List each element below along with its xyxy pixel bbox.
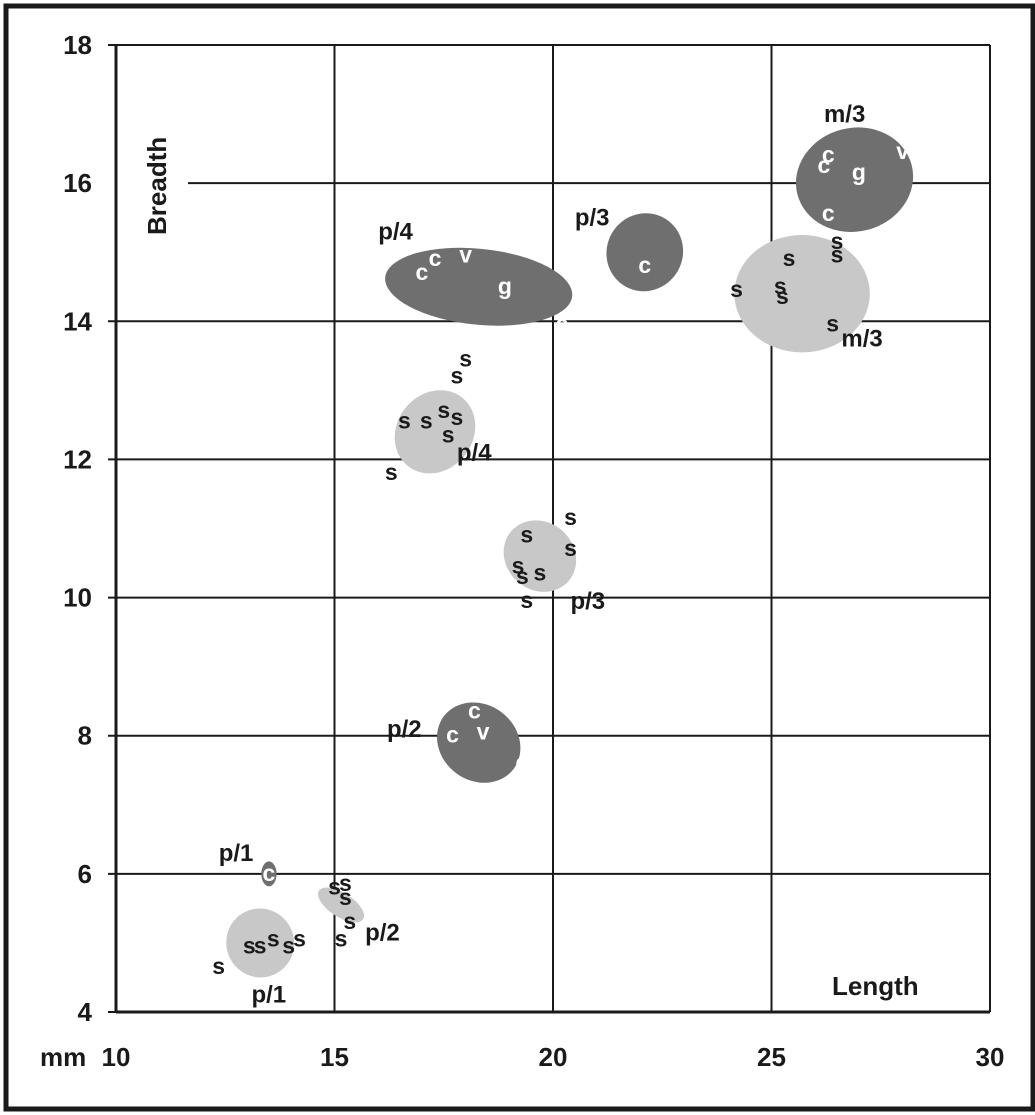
y-tick-label: 18 [63, 30, 92, 60]
y-tick-label: 14 [63, 306, 92, 336]
data-point-s: s [335, 925, 348, 951]
cluster-ellipses [226, 127, 914, 978]
y-tick-label: 4 [78, 997, 93, 1027]
data-point-s: s [243, 932, 256, 958]
data-point-v: v [896, 138, 909, 164]
data-point-s: s [293, 925, 306, 951]
data-point-s: s [267, 925, 280, 951]
cluster-ellipse-p-1-light [226, 908, 295, 978]
data-point-s: s [730, 276, 743, 302]
data-point-s: s [564, 504, 577, 530]
data-point-c: c [446, 722, 459, 748]
data-point-s: s [533, 559, 546, 585]
data-point-c: c [638, 252, 651, 278]
data-point-v: v [922, 131, 935, 157]
cluster-ellipse-p-2-light [318, 887, 365, 923]
data-point-c: c [555, 311, 568, 337]
data-point-s: s [520, 587, 533, 613]
data-point-s: s [339, 884, 352, 910]
cluster-ellipse-p-3-light [503, 520, 577, 592]
cluster-label-m-3: m/3 [841, 326, 882, 353]
data-point-s: s [512, 552, 525, 578]
cluster-label-p-2: p/2 [387, 716, 422, 743]
x-axis-label: Length [832, 971, 919, 1001]
y-tick-label: 12 [63, 444, 92, 474]
data-point-s: s [343, 908, 356, 934]
data-point-s: s [385, 459, 398, 485]
unit-label: mm [40, 1042, 86, 1072]
data-point-s: s [254, 932, 267, 958]
y-tick-label: 16 [63, 168, 92, 198]
cluster-ellipse-p-3-dark [606, 213, 684, 292]
x-tick-label: 25 [757, 1042, 786, 1072]
data-point-c: c [822, 200, 835, 226]
data-point-s: s [450, 363, 463, 389]
data-point-s: s [450, 404, 463, 430]
cluster-label-p-3: p/3 [575, 205, 610, 232]
data-point-s: s [776, 283, 789, 309]
x-tick-label: 20 [539, 1042, 568, 1072]
data-point-s: s [212, 953, 225, 979]
grid-lines [108, 44, 991, 1014]
data-point-g: g [607, 276, 621, 302]
data-point-s: s [437, 397, 450, 423]
data-point-s: s [328, 874, 341, 900]
cluster-ellipse-p-2-dark [437, 702, 521, 783]
data-point-s: s [826, 311, 839, 337]
data-point-g: g [852, 159, 866, 185]
data-point-v: v [477, 718, 490, 744]
cluster-label-p-3: p/3 [570, 588, 605, 615]
data-point-s: s [564, 535, 577, 561]
data-point-s: s [398, 407, 411, 433]
data-point-c: c [818, 152, 831, 178]
data-point-g: g [498, 273, 512, 299]
data-point-s: s [442, 421, 455, 447]
data-point-c: c [416, 259, 429, 285]
data-point-s: s [831, 228, 844, 254]
cluster-ellipse-m-3-light [734, 234, 870, 353]
data-point-c: c [263, 860, 276, 886]
cluster-label-p-1: p/1 [219, 840, 254, 867]
y-tick-label: 6 [78, 859, 92, 889]
cluster-label-p-2: p/2 [365, 920, 400, 947]
data-point-s: s [459, 345, 472, 371]
cluster-label-p-1: p/1 [251, 982, 286, 1009]
cluster-labels: m/3 m/3 p/3 p/4 p/4 p/3 p/2 p/1 p/2 p/1 [219, 101, 883, 1009]
x-tick-label: 15 [320, 1042, 349, 1072]
data-point-c: c [656, 193, 669, 219]
data-point-v: v [625, 297, 638, 323]
cluster-ellipse-m-3-dark [795, 127, 914, 232]
data-point-v: v [459, 242, 472, 268]
cluster-label-p-4: p/4 [378, 218, 413, 245]
data-point-c: c [429, 245, 442, 271]
data-point-s: s [783, 245, 796, 271]
x-tick-label: 10 [102, 1042, 131, 1072]
data-point-s: s [339, 870, 352, 896]
x-tick-label: 30 [976, 1042, 1005, 1072]
data-point-s: s [831, 242, 844, 268]
y-tick-label: 10 [63, 583, 92, 613]
y-axis-label: Breadth [142, 137, 172, 235]
data-point-c: c [822, 142, 835, 168]
data-point-g: g [515, 749, 529, 775]
data-point-s: s [282, 932, 295, 958]
cluster-ellipse-p-1-dark [261, 861, 277, 887]
cluster-ellipse-p-4-dark [385, 247, 573, 326]
cluster-ellipse-p-4-light [394, 390, 476, 474]
data-point-s: s [420, 407, 433, 433]
data-point-s: s [774, 273, 787, 299]
y-tick-label: 8 [78, 721, 92, 751]
data-point-s: s [520, 521, 533, 547]
data-point-s: s [516, 563, 529, 589]
tick-labels: 10 15 20 25 30 4 6 8 10 12 14 16 18 [63, 30, 1004, 1072]
data-point-c: c [468, 698, 481, 724]
cluster-label-p-4: p/4 [457, 440, 492, 467]
cluster-label-m-3: m/3 [824, 101, 865, 128]
